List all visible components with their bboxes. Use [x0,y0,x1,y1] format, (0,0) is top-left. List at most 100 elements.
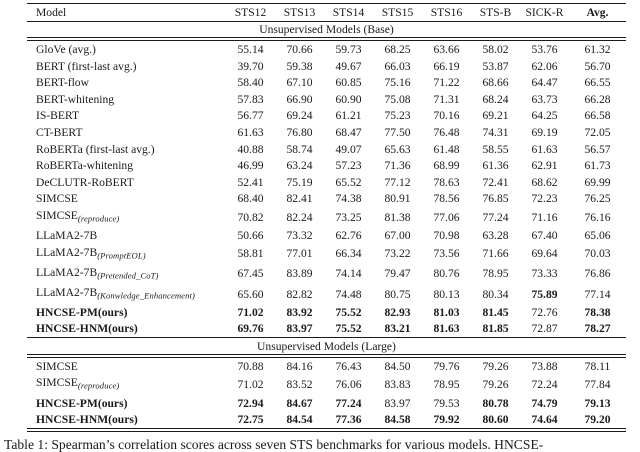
value-cell: 83.97 [384,396,411,410]
value-cell: 68.47 [335,125,362,139]
value-cell: 79.47 [384,267,411,281]
model-name: HNCSE-PM(ours) [36,305,128,319]
value-cell: 71.66 [482,247,509,261]
model-cell: CT-BERT [27,124,226,141]
value-cell: 71.22 [433,76,460,90]
model-name: BERT-whitening [36,92,115,106]
value-cell: 79.53 [433,396,460,410]
model-name: BERT (first-last avg.) [36,59,137,73]
model-cell: SIMCSE(reproduce) [27,375,226,395]
model-subscript: (reproduce) [77,380,120,391]
model-cell: IS-BERT [27,108,226,125]
table-row: RoBERTa (first-last avg.) 40.88 58.74 49.07… [27,141,626,158]
model-name: BERT-flow [36,76,89,90]
model-name: RoBERTa (first-last avg.) [36,142,155,156]
table-row: BERT-whitening 57.83 66.90 60.90 75.08 71.31 6… [27,91,626,108]
value-cell: 63.73 [531,92,558,106]
value-cell: 71.31 [433,92,460,106]
value-cell: 80.75 [384,287,411,301]
value-cell: 68.40 [237,192,264,206]
value-cell: 66.34 [335,247,362,261]
value-cell: 69.64 [531,247,558,261]
value-cell: 76.06 [335,378,362,392]
model-name: HNCSE-HNM(ours) [36,413,138,427]
value-cell: 58.81 [237,247,264,261]
model-name: HNCSE-HNM(ours) [36,322,138,336]
value-cell: 58.40 [237,76,264,90]
model-cell: HNCSE-PM(ours) [27,395,226,412]
value-cell: 72.76 [531,305,558,319]
value-cell: 52.41 [237,175,264,189]
value-cell: 66.28 [584,92,611,106]
table-row: LLaMA2-7B 50.66 73.32 62.76 67.00 70.98 63.28 6… [27,227,626,244]
model-name: IS-BERT [36,109,80,123]
value-cell: 79.92 [433,413,460,427]
value-cell: 78.56 [433,192,460,206]
value-cell: 66.03 [384,59,411,73]
value-cell: 77.36 [335,413,362,427]
value-cell: 69.99 [584,175,611,189]
value-cell: 73.56 [433,247,460,261]
section-row: Unsupervised Models (Large) [27,337,626,359]
value-cell: 75.23 [384,109,411,123]
value-cell: 77.84 [584,378,611,392]
header-cell: STS-B [471,3,520,22]
value-cell: 80.34 [482,287,509,301]
value-cell: 84.50 [384,359,411,373]
paper-page: Model STS12 STS13 STS14 STS15 STS16 STS-B SICK-… [0,3,640,452]
header-cell: Avg. [569,3,626,22]
value-cell: 79.13 [584,396,611,410]
value-cell: 70.98 [433,229,460,242]
header-row: Model STS12 STS13 STS14 STS15 STS16 STS-B SICK-… [27,3,626,22]
table-row: HNCSE-HNM(ours) 69.76 83.97 75.52 83.21 81.63… [27,320,626,339]
table-row: SIMCSE 68.40 82.41 74.38 80.91 78.56 76.85 72.2… [27,191,626,208]
value-cell: 72.05 [584,125,611,139]
table-row: BERT-flow 58.40 67.10 60.85 75.16 71.22 68.66 6… [27,75,626,92]
value-cell: 70.03 [584,247,611,261]
value-cell: 78.95 [433,378,460,392]
value-cell: 82.93 [384,305,411,319]
value-cell: 80.60 [482,413,509,427]
model-cell: LLaMA2-7B(PromptEOL) [27,244,226,264]
value-cell: 74.79 [531,396,558,410]
value-cell: 46.99 [237,159,264,173]
table-row: HNCSE-HNM(ours) 72.75 84.54 77.36 84.58 79.92… [27,412,626,431]
model-cell: GloVe (avg.) [27,39,226,58]
value-cell: 84.16 [286,359,313,373]
model-subscript: (PromptEOL) [97,250,146,261]
value-cell: 73.25 [335,210,362,224]
table-row: SIMCSE 70.88 84.16 76.43 84.50 79.76 79.26 73.8… [27,356,626,375]
value-cell: 76.80 [286,125,313,139]
table-row: CT-BERT 61.63 76.80 68.47 77.50 76.48 74.31 69.… [27,124,626,141]
value-cell: 75.19 [286,175,313,189]
model-name: HNCSE-PM(ours) [36,396,128,410]
value-cell: 58.74 [286,142,313,156]
value-cell: 53.76 [531,42,558,56]
value-cell: 80.13 [433,287,460,301]
value-cell: 61.63 [237,125,264,139]
value-cell: 64.25 [531,109,558,123]
header-cell: STS13 [275,3,324,22]
table-row: SIMCSE(reproduce) 71.02 83.52 76.06 83.83 78.… [27,375,626,395]
value-cell: 81.63 [422,320,471,339]
value-cell: 70.66 [286,42,313,56]
value-cell: 66.55 [584,76,611,90]
value-cell: 81.03 [433,305,460,319]
value-cell: 68.25 [384,42,411,56]
model-name: SIMCSE [36,359,78,373]
section-title: Unsupervised Models (Large) [27,337,626,359]
value-cell: 84.58 [384,413,411,427]
value-cell: 65.60 [237,287,264,301]
value-cell: 64.47 [531,76,558,90]
table-row: LLaMA2-7B(PromptEOL) 58.81 77.01 66.34 73.22… [27,244,626,264]
value-cell: 82.41 [286,192,313,206]
value-cell: 68.99 [433,159,460,173]
value-cell: 71.36 [384,159,411,173]
model-cell: BERT-whitening [27,91,226,108]
value-cell: 74.31 [482,125,509,139]
value-cell: 63.28 [482,229,509,242]
section-row: Unsupervised Models (Base) [27,21,626,42]
value-cell: 75.89 [531,287,558,301]
value-cell: 83.89 [286,267,313,281]
value-cell: 71.02 [237,305,264,319]
